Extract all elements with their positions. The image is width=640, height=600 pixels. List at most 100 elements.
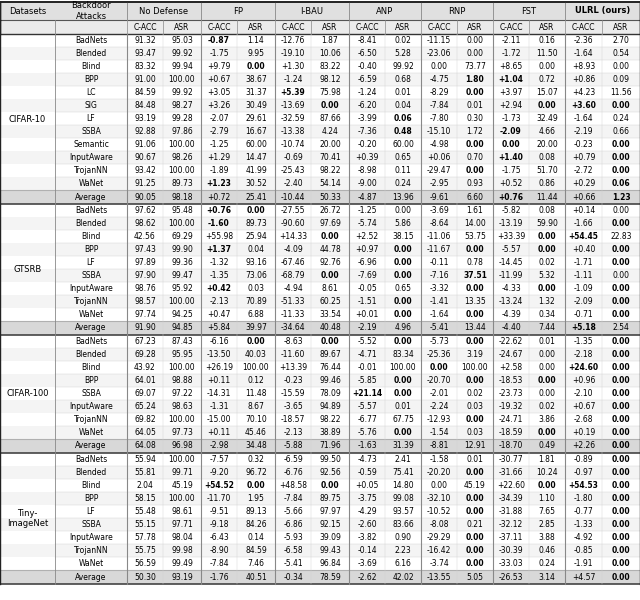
Text: Average: Average bbox=[76, 572, 107, 581]
Text: 0.66: 0.66 bbox=[612, 127, 630, 136]
Text: 98.22: 98.22 bbox=[319, 415, 340, 424]
Text: 10.24: 10.24 bbox=[536, 468, 558, 477]
Bar bbox=[0, 335, 640, 348]
Text: 0.48: 0.48 bbox=[394, 127, 412, 136]
Text: 0.70: 0.70 bbox=[467, 153, 483, 162]
Text: -7.84: -7.84 bbox=[209, 559, 229, 568]
Text: 0.14: 0.14 bbox=[248, 533, 264, 542]
Text: ASR: ASR bbox=[613, 22, 628, 31]
Text: 0.00: 0.00 bbox=[612, 284, 630, 293]
Text: C-ACC: C-ACC bbox=[355, 22, 379, 31]
Text: +0.11: +0.11 bbox=[207, 428, 230, 437]
Text: 99.90: 99.90 bbox=[171, 245, 193, 254]
Text: 0.01: 0.01 bbox=[467, 101, 483, 110]
Text: 4.24: 4.24 bbox=[321, 127, 339, 136]
Text: +1.30: +1.30 bbox=[282, 62, 305, 71]
Text: -7.84: -7.84 bbox=[429, 101, 449, 110]
Text: 60.00: 60.00 bbox=[392, 140, 414, 149]
Text: WaNet: WaNet bbox=[78, 559, 104, 568]
Text: -23.06: -23.06 bbox=[427, 49, 451, 58]
Bar bbox=[0, 177, 640, 190]
Text: 0.00: 0.00 bbox=[612, 481, 630, 490]
Text: -30.77: -30.77 bbox=[499, 455, 524, 464]
Text: 83.22: 83.22 bbox=[319, 62, 340, 71]
Text: LF: LF bbox=[86, 507, 95, 516]
Text: BPP: BPP bbox=[84, 245, 98, 254]
Text: -29.47: -29.47 bbox=[427, 166, 451, 175]
Text: 4.66: 4.66 bbox=[538, 127, 556, 136]
Text: -1.66: -1.66 bbox=[573, 219, 593, 228]
Text: BadNets: BadNets bbox=[75, 337, 107, 346]
Text: -11.70: -11.70 bbox=[207, 494, 231, 503]
Text: 0.00: 0.00 bbox=[612, 428, 630, 437]
Text: 4.96: 4.96 bbox=[394, 323, 412, 332]
Text: -2.19: -2.19 bbox=[573, 127, 593, 136]
Text: 31.37: 31.37 bbox=[245, 88, 267, 97]
Text: 99.28: 99.28 bbox=[171, 114, 193, 123]
Text: 0.00: 0.00 bbox=[394, 310, 412, 319]
Text: -1.75: -1.75 bbox=[209, 49, 229, 58]
Text: 91.90: 91.90 bbox=[134, 323, 156, 332]
Text: -0.77: -0.77 bbox=[573, 507, 593, 516]
Text: 100.00: 100.00 bbox=[169, 166, 195, 175]
Text: 0.00: 0.00 bbox=[612, 376, 630, 385]
Text: 0.00: 0.00 bbox=[431, 481, 447, 490]
Text: 0.00: 0.00 bbox=[612, 546, 630, 555]
Text: 99.94: 99.94 bbox=[171, 62, 193, 71]
Text: +0.05: +0.05 bbox=[355, 481, 379, 490]
Text: 91.06: 91.06 bbox=[134, 140, 156, 149]
Text: -2.13: -2.13 bbox=[209, 297, 228, 306]
Bar bbox=[0, 439, 640, 453]
Text: 0.00: 0.00 bbox=[612, 101, 630, 110]
Text: 0.00: 0.00 bbox=[321, 101, 339, 110]
Text: -15.59: -15.59 bbox=[281, 389, 305, 398]
Text: -6.58: -6.58 bbox=[283, 546, 303, 555]
Text: SSBA: SSBA bbox=[81, 127, 101, 136]
Text: -7.69: -7.69 bbox=[357, 271, 377, 280]
Text: +0.42: +0.42 bbox=[207, 284, 232, 293]
Text: 0.00: 0.00 bbox=[612, 363, 630, 372]
Text: 0.24: 0.24 bbox=[539, 559, 556, 568]
Text: ULRL (ours): ULRL (ours) bbox=[575, 7, 630, 16]
Text: -6.86: -6.86 bbox=[283, 520, 303, 529]
Text: 0.09: 0.09 bbox=[612, 75, 630, 84]
Text: 9.95: 9.95 bbox=[248, 49, 264, 58]
Text: -1.64: -1.64 bbox=[573, 49, 593, 58]
Text: 94.85: 94.85 bbox=[171, 323, 193, 332]
Text: 6.16: 6.16 bbox=[395, 559, 412, 568]
Text: 89.73: 89.73 bbox=[245, 219, 267, 228]
Text: -11.33: -11.33 bbox=[281, 310, 305, 319]
Text: -2.13: -2.13 bbox=[284, 428, 303, 437]
Text: 53.75: 53.75 bbox=[464, 232, 486, 241]
Text: 13.96: 13.96 bbox=[392, 193, 414, 202]
Text: 92.76: 92.76 bbox=[319, 258, 341, 267]
Text: 2.23: 2.23 bbox=[395, 546, 412, 555]
Text: +0.67: +0.67 bbox=[572, 402, 595, 411]
Text: 84.26: 84.26 bbox=[245, 520, 267, 529]
Text: +5.84: +5.84 bbox=[207, 323, 230, 332]
Text: SIG: SIG bbox=[84, 101, 97, 110]
Text: ANP: ANP bbox=[376, 7, 394, 16]
Text: -23.73: -23.73 bbox=[499, 389, 524, 398]
Text: ASR: ASR bbox=[174, 22, 189, 31]
Text: +0.97: +0.97 bbox=[355, 245, 379, 254]
Text: -6.20: -6.20 bbox=[357, 101, 377, 110]
Text: -0.40: -0.40 bbox=[357, 62, 377, 71]
Text: 70.10: 70.10 bbox=[245, 415, 267, 424]
Text: -1.09: -1.09 bbox=[573, 284, 593, 293]
Text: 0.00: 0.00 bbox=[466, 507, 484, 516]
Text: 0.21: 0.21 bbox=[467, 520, 483, 529]
Bar bbox=[0, 47, 640, 60]
Bar bbox=[0, 479, 640, 492]
Text: 0.06: 0.06 bbox=[612, 179, 630, 188]
Text: 0.03: 0.03 bbox=[467, 428, 483, 437]
Text: -16.42: -16.42 bbox=[427, 546, 451, 555]
Text: 0.78: 0.78 bbox=[467, 258, 483, 267]
Text: -10.52: -10.52 bbox=[427, 507, 451, 516]
Text: +0.29: +0.29 bbox=[572, 179, 595, 188]
Text: 55.81: 55.81 bbox=[134, 468, 156, 477]
Text: 33.54: 33.54 bbox=[319, 310, 341, 319]
Text: 95.95: 95.95 bbox=[171, 350, 193, 359]
Text: -2.72: -2.72 bbox=[573, 166, 593, 175]
Text: -13.24: -13.24 bbox=[499, 297, 523, 306]
